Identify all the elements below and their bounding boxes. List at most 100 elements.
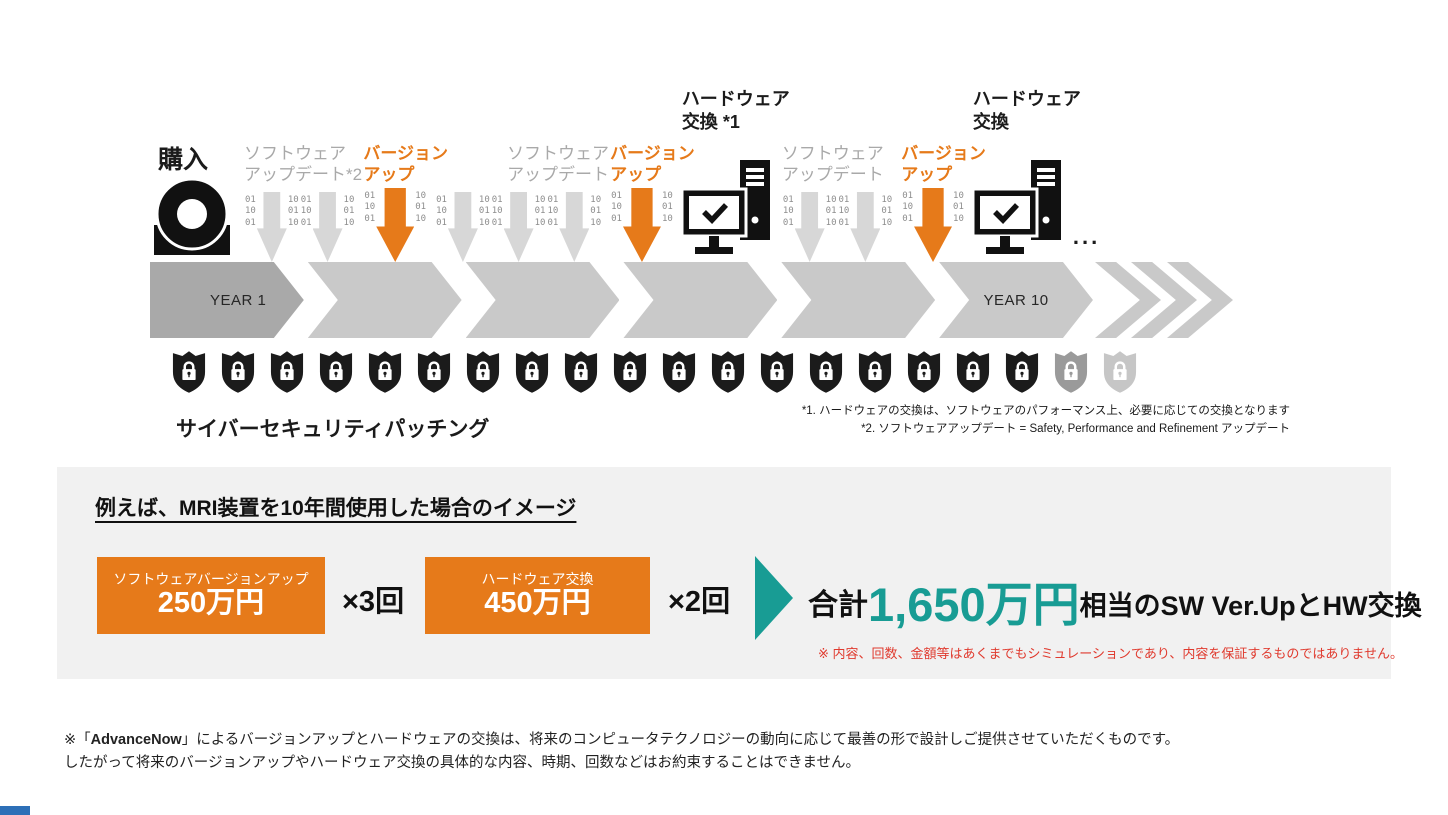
shield-active	[221, 349, 255, 400]
version-up-event: バージョン アップ 01 10 01 10 01 10	[901, 144, 986, 262]
binary-digits: 01 10 01	[245, 195, 256, 228]
binary-digits: 01 10 01	[611, 191, 622, 224]
security-shield-lock-icon	[270, 351, 304, 393]
year10-label: YEAR 10	[983, 291, 1049, 309]
hardware-icon-wrap	[680, 160, 774, 262]
software-update-arrow: 01 10 01 10 01 10	[435, 192, 491, 262]
software-update-arrow: 01 10 01 10 01 10	[782, 192, 838, 262]
binary-digits: 10 01 10	[343, 195, 355, 228]
binary-digits: 10 01 10	[661, 191, 673, 224]
binary-digits: 10 01 10	[415, 191, 427, 224]
gray-down-arrow-icon	[794, 192, 825, 262]
binary-digits: 10 01 10	[881, 195, 893, 228]
gray-down-arrow-icon	[256, 192, 287, 262]
security-shield-lock-icon	[809, 351, 843, 393]
gray-down-arrow-icon	[312, 192, 343, 262]
event-label: ソフトウェア アップデート	[781, 143, 884, 184]
shield-active	[809, 349, 843, 400]
security-shield-lock-icon	[858, 351, 892, 393]
binary-digits: 01 10 01	[838, 195, 850, 228]
shield-active	[564, 349, 598, 400]
software-versionup-times: ×3回	[342, 586, 405, 618]
binary-digits: 01 10 01	[491, 195, 503, 228]
brand-name: AdvanceNow	[90, 732, 182, 748]
simulation-disclaimer: ※ 内容、回数、金額等はあくまでもシミュレーションであり、内容を保証するものでは…	[818, 646, 1403, 661]
mri-scanner-icon	[154, 177, 230, 255]
security-shield-lock-icon	[711, 351, 745, 393]
binary-digits: 01 10 01	[902, 191, 914, 224]
binary-digits: 10 01 10	[825, 195, 837, 228]
software-versionup-title: ソフトウェアバージョンアップ	[113, 570, 309, 587]
bottom-notes: ※「AdvanceNow」によるバージョンアップとハードウェアの交換は、将来のコ…	[64, 729, 1179, 775]
security-shield-lock-icon	[662, 351, 696, 393]
purchase-icon-wrap	[148, 177, 236, 262]
version-up-arrow: 01 10 01 10 01 10	[363, 188, 427, 262]
shield-active	[613, 349, 647, 400]
example-heading: 例えば、MRI装置を10年間使用した場合のイメージ	[95, 497, 577, 520]
binary-digits: 10 01 10	[590, 195, 602, 228]
software-versionup-amount: 250万円	[157, 586, 265, 619]
security-shield-lock-icon	[1005, 351, 1039, 393]
security-shield-lock-icon	[221, 351, 255, 393]
arrow-cluster: 01 10 01 10 01 10 01 10 01 10 01 10 01 10 01…	[435, 192, 602, 262]
security-shield-lock-icon	[466, 351, 500, 393]
software-update-arrow: 01 10 01 10 01 10	[300, 192, 356, 262]
security-shield-lock-icon	[319, 351, 353, 393]
timeline-segment	[466, 262, 620, 338]
bottom-note-line1: ※「AdvanceNow」によるバージョンアップとハードウェアの交換は、将来のコ…	[64, 732, 1180, 748]
ellipsis-label: ...	[1072, 224, 1101, 249]
bottom-left-accent-bar	[0, 806, 30, 815]
timeline-segment	[623, 262, 777, 338]
purchase-label: 購入	[158, 145, 209, 174]
binary-digits: 10 01 10	[478, 195, 490, 228]
footnote-1: *1. ハードウェアの交換は、ソフトウェアのパフォーマンス上、必要に応じての交換…	[801, 405, 1290, 417]
footnotes: *1. ハードウェアの交換は、ソフトウェアのパフォーマンス上、必要に応じての交換…	[700, 403, 1290, 439]
software-update-event: ソフトウェア アップデート 01 10 01 10 01 10 01 10 01 10 0…	[782, 144, 893, 262]
timeline-chevron-bar: YEAR 1 YEAR 10	[150, 262, 1093, 338]
shield-active	[515, 349, 549, 400]
shield-active	[858, 349, 892, 400]
event-label: ハードウェア 交換	[972, 89, 1081, 132]
timeline-segment	[781, 262, 935, 338]
software-update-arrow: 01 10 01 10 01 10	[244, 192, 300, 262]
security-shield-lock-icon	[760, 351, 794, 393]
security-shield-lock-icon	[956, 351, 990, 393]
total-prefix: 合計	[808, 589, 868, 622]
shield-active	[417, 349, 451, 400]
version-up-arrow: 01 10 01 10 01 10	[901, 188, 965, 262]
security-shield-lock-icon	[1054, 351, 1088, 393]
event-label: ソフトウェア アップデート	[507, 143, 610, 184]
cybersecurity-patching-label: サイバーセキュリティパッチング	[176, 418, 490, 441]
hardware-exchange-event: ハードウェア 交換 *1	[680, 89, 790, 262]
hardware-exchange-times: ×2回	[668, 586, 731, 618]
binary-digits: 01 10 01	[436, 195, 447, 228]
software-update-arrow: 01 10 01 10 01 10	[546, 192, 602, 262]
timeline-segment-year10: YEAR 10	[939, 262, 1093, 338]
arrow-cluster: 01 10 01 10 01 10	[363, 188, 427, 262]
footnote-2: *2. ソフトウェアアップデート = Safety, Performance a…	[861, 422, 1290, 435]
hardware-exchange-title: ハードウェア交換	[481, 570, 594, 587]
timeline-segment	[308, 262, 462, 338]
binary-digits: 10 01 10	[287, 195, 299, 228]
binary-digits: 01 10 01	[300, 195, 312, 228]
computer-check-icon	[680, 160, 770, 254]
software-update-event: ソフトウェア アップデート 01 10 01 10 01 10 01 10 01 10 0…	[435, 144, 609, 262]
version-up-event: バージョン アップ 01 10 01 10 01 10	[363, 144, 448, 262]
version-up-arrow: 01 10 01 10 01 10	[610, 188, 674, 262]
shield-active	[319, 349, 353, 400]
hardware-exchange-event: ハードウェア 交換	[971, 89, 1081, 262]
shield-active	[368, 349, 402, 400]
timeline-segment-year1: YEAR 1	[150, 262, 304, 338]
binary-digits: 01 10 01	[364, 191, 376, 224]
purchase-event: 購入	[148, 146, 236, 262]
orange-down-arrow-icon	[622, 188, 661, 262]
event-label: ソフトウェア アップデート*2	[244, 143, 363, 184]
shield-row	[172, 349, 1137, 400]
shield-active	[711, 349, 745, 400]
shield-active	[466, 349, 500, 400]
shield-active	[172, 349, 206, 400]
orange-down-arrow-icon	[376, 188, 415, 262]
event-label: バージョン アップ	[901, 143, 986, 184]
gray-down-arrow-icon	[559, 192, 590, 262]
